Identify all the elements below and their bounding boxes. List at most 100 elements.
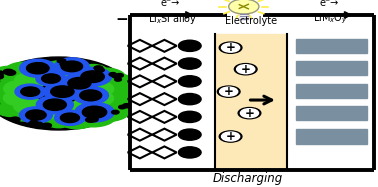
Circle shape [81, 97, 131, 122]
Circle shape [237, 65, 255, 74]
Circle shape [217, 86, 240, 97]
Circle shape [74, 67, 112, 86]
Circle shape [178, 40, 201, 51]
Bar [296, 39, 367, 53]
Circle shape [42, 123, 51, 128]
Circle shape [21, 87, 40, 96]
Bar [296, 84, 367, 98]
Polygon shape [128, 58, 152, 70]
Text: +: + [376, 12, 378, 27]
Circle shape [42, 74, 60, 83]
Circle shape [26, 63, 49, 74]
Polygon shape [128, 93, 152, 105]
Bar [296, 129, 367, 144]
Circle shape [178, 76, 201, 87]
Circle shape [44, 113, 73, 128]
Text: +: + [226, 41, 235, 54]
Circle shape [30, 120, 37, 124]
Polygon shape [128, 146, 152, 158]
Circle shape [73, 87, 108, 104]
Circle shape [0, 66, 34, 89]
Circle shape [88, 117, 98, 122]
Circle shape [112, 74, 119, 78]
Circle shape [60, 113, 79, 122]
Circle shape [178, 147, 201, 158]
Circle shape [36, 71, 66, 86]
Circle shape [82, 91, 113, 106]
Polygon shape [152, 111, 177, 123]
Circle shape [91, 74, 138, 97]
Circle shape [15, 84, 45, 99]
Bar [287, 34, 373, 170]
Text: Electrolyte: Electrolyte [225, 16, 277, 26]
Circle shape [93, 81, 143, 106]
Circle shape [32, 103, 64, 119]
Circle shape [54, 58, 89, 75]
Text: Li$_x$Si alloy: Li$_x$Si alloy [148, 12, 198, 26]
Circle shape [116, 73, 123, 77]
Circle shape [234, 64, 257, 75]
Circle shape [82, 106, 107, 118]
Circle shape [75, 102, 114, 122]
Polygon shape [152, 75, 177, 87]
Circle shape [65, 62, 88, 74]
Text: e⁻→: e⁻→ [161, 0, 180, 8]
Circle shape [29, 113, 52, 125]
Circle shape [229, 0, 259, 14]
Circle shape [57, 59, 66, 63]
Circle shape [96, 68, 104, 72]
Text: LiM$_x$O$_y$: LiM$_x$O$_y$ [313, 12, 348, 26]
Text: Discharging: Discharging [212, 172, 283, 185]
Circle shape [10, 117, 20, 122]
Bar [296, 106, 367, 120]
Circle shape [94, 66, 103, 70]
Circle shape [122, 104, 131, 108]
Circle shape [14, 73, 46, 88]
Circle shape [87, 68, 125, 87]
Circle shape [91, 90, 138, 113]
Circle shape [0, 73, 28, 98]
Circle shape [112, 110, 119, 114]
Circle shape [115, 78, 121, 81]
Polygon shape [128, 40, 152, 52]
Circle shape [5, 70, 15, 75]
Circle shape [3, 69, 14, 74]
Circle shape [20, 59, 56, 77]
Circle shape [178, 94, 201, 105]
Circle shape [28, 122, 38, 127]
Circle shape [35, 122, 43, 126]
Circle shape [26, 110, 46, 120]
Circle shape [54, 68, 85, 84]
Circle shape [47, 61, 70, 73]
Circle shape [81, 71, 104, 82]
Circle shape [19, 107, 53, 123]
Text: +: + [245, 107, 254, 120]
Circle shape [0, 74, 3, 79]
Circle shape [61, 74, 98, 92]
Text: −: − [115, 12, 128, 27]
Circle shape [61, 61, 82, 72]
Circle shape [82, 81, 114, 97]
Circle shape [0, 71, 4, 75]
Polygon shape [152, 58, 177, 70]
Circle shape [80, 90, 102, 101]
Bar [240, 14, 248, 19]
Circle shape [54, 110, 85, 125]
Bar [296, 61, 367, 75]
Circle shape [57, 109, 96, 129]
Circle shape [71, 99, 103, 114]
Circle shape [43, 82, 81, 101]
Circle shape [178, 111, 201, 122]
Circle shape [33, 68, 64, 84]
Circle shape [3, 90, 35, 106]
Polygon shape [152, 40, 177, 52]
Circle shape [37, 63, 45, 67]
Circle shape [178, 129, 201, 140]
Circle shape [28, 64, 39, 69]
Polygon shape [152, 146, 177, 158]
Circle shape [238, 108, 261, 119]
Circle shape [240, 109, 259, 118]
Circle shape [60, 62, 69, 67]
Circle shape [0, 92, 22, 111]
Polygon shape [152, 93, 177, 105]
